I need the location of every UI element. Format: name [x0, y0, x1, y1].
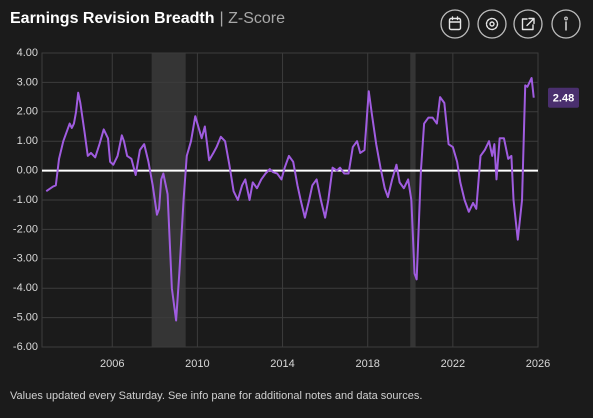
series-line: [45, 76, 535, 322]
last-value-box: [548, 87, 579, 108]
y-tick-label: -3.00: [13, 253, 38, 265]
last-value-badge: 2.48: [548, 87, 579, 108]
y-tick-label: 4.00: [17, 47, 38, 59]
x-tick-label: 2026: [526, 358, 550, 370]
y-tick-label: 0.00: [17, 165, 38, 177]
x-tick-label: 2018: [355, 358, 379, 370]
open-external-button[interactable]: [513, 9, 543, 39]
y-tick-label: -2.00: [13, 223, 38, 235]
calendar-button[interactable]: [440, 9, 470, 39]
info-button[interactable]: [551, 9, 581, 39]
y-tick-label: 2.00: [17, 106, 38, 118]
y-tick-label: -6.00: [13, 341, 38, 353]
last-value-label: 2.48: [553, 93, 574, 105]
y-tick-label: -1.00: [13, 194, 38, 206]
y-tick-label: -5.00: [13, 312, 38, 324]
x-tick-label: 2010: [185, 358, 209, 370]
y-tick-label: 1.00: [17, 135, 38, 147]
plot-area: 4.00 3.00 2.00 1.00 0.00 -1.00 -2.00 -3.00 -4.00…: [13, 47, 550, 370]
settings-button[interactable]: [477, 9, 507, 39]
y-tick-label: 3.00: [17, 76, 38, 88]
x-tick-label: 2014: [270, 358, 294, 370]
plot-border: [41, 52, 539, 348]
chart-title: Earnings Revision Breadth | Z-Score: [10, 10, 285, 27]
x-tick-label: 2022: [441, 358, 465, 370]
title: Earnings Revision Breadth: [10, 10, 215, 27]
subtitle: | Z-Score: [220, 10, 286, 27]
footnote: Values updated every Saturday. See info …: [10, 390, 422, 402]
y-tick-label: -4.00: [13, 282, 38, 294]
x-tick-label: 2006: [100, 358, 124, 370]
